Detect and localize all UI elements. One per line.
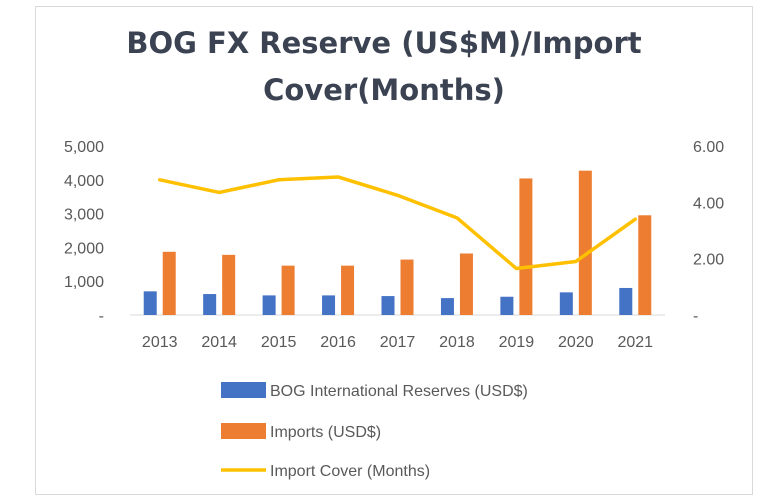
y-left-tick-label: 4,000	[64, 173, 104, 190]
chart-title-line-1: BOG FX Reserve (US$M)/Import	[126, 26, 642, 60]
x-tick-label: 2017	[380, 334, 416, 351]
y-left-tick-label: -	[99, 308, 104, 325]
x-tick-label: 2018	[439, 334, 475, 351]
x-tick-label: 2019	[499, 334, 535, 351]
x-tick-label: 2015	[261, 334, 297, 351]
import-cover-line	[157, 175, 638, 271]
legend-swatch	[221, 423, 266, 439]
bar-reserves	[322, 295, 336, 315]
bar-reserves	[203, 294, 217, 315]
legend-label: Import Cover (Months)	[270, 463, 430, 480]
bar-reserves	[262, 295, 276, 315]
chart-frame	[35, 6, 753, 495]
bar-reserves	[381, 296, 395, 315]
chart-title: BOG FX Reserve (US$M)/Import Cover(Month…	[0, 20, 768, 114]
line-layer	[157, 175, 638, 271]
bar-imports	[400, 259, 414, 315]
y-left-tick-label: 1,000	[64, 274, 104, 291]
bar-reserves	[559, 292, 573, 315]
bar-reserves	[440, 298, 454, 315]
bar-imports	[519, 178, 533, 315]
x-tick-label: 2021	[617, 334, 653, 351]
y-right-tick-label: 4.00	[693, 195, 724, 212]
legend-label: Imports (USD$)	[270, 424, 381, 441]
bar-imports	[222, 254, 236, 315]
y-right-tick-label: 6.00	[693, 139, 724, 156]
y-left-tick-label: 5,000	[64, 139, 104, 156]
bar-reserves	[500, 296, 514, 315]
legend-label: BOG International Reserves (USD$)	[270, 383, 528, 400]
bar-imports	[281, 265, 295, 315]
y-right-tick-label: 2.00	[693, 252, 724, 269]
bars-layer	[143, 170, 652, 315]
y-left-tick-label: 3,000	[64, 207, 104, 224]
bar-imports	[578, 170, 592, 315]
y-right-tick-label: -	[693, 308, 698, 325]
bar-reserves	[143, 291, 157, 315]
bar-imports	[341, 265, 355, 315]
bar-imports	[162, 251, 176, 315]
bar-reserves	[619, 287, 633, 315]
bar-imports	[459, 253, 473, 315]
x-tick-label: 2013	[142, 334, 178, 351]
legend-swatch	[221, 382, 266, 398]
x-tick-label: 2020	[558, 334, 594, 351]
bar-imports	[638, 215, 652, 315]
axes-layer: - 1,000 2,000 3,000 4,000 5,000 - 2.00 4.00 6.00 2…	[64, 139, 724, 351]
y-left-tick-label: 2,000	[64, 240, 104, 257]
x-tick-label: 2014	[201, 334, 237, 351]
chart-title-line-2: Cover(Months)	[263, 73, 505, 107]
legend: BOG International Reserves (USD$) Imports…	[221, 382, 528, 480]
x-tick-label: 2016	[320, 334, 356, 351]
